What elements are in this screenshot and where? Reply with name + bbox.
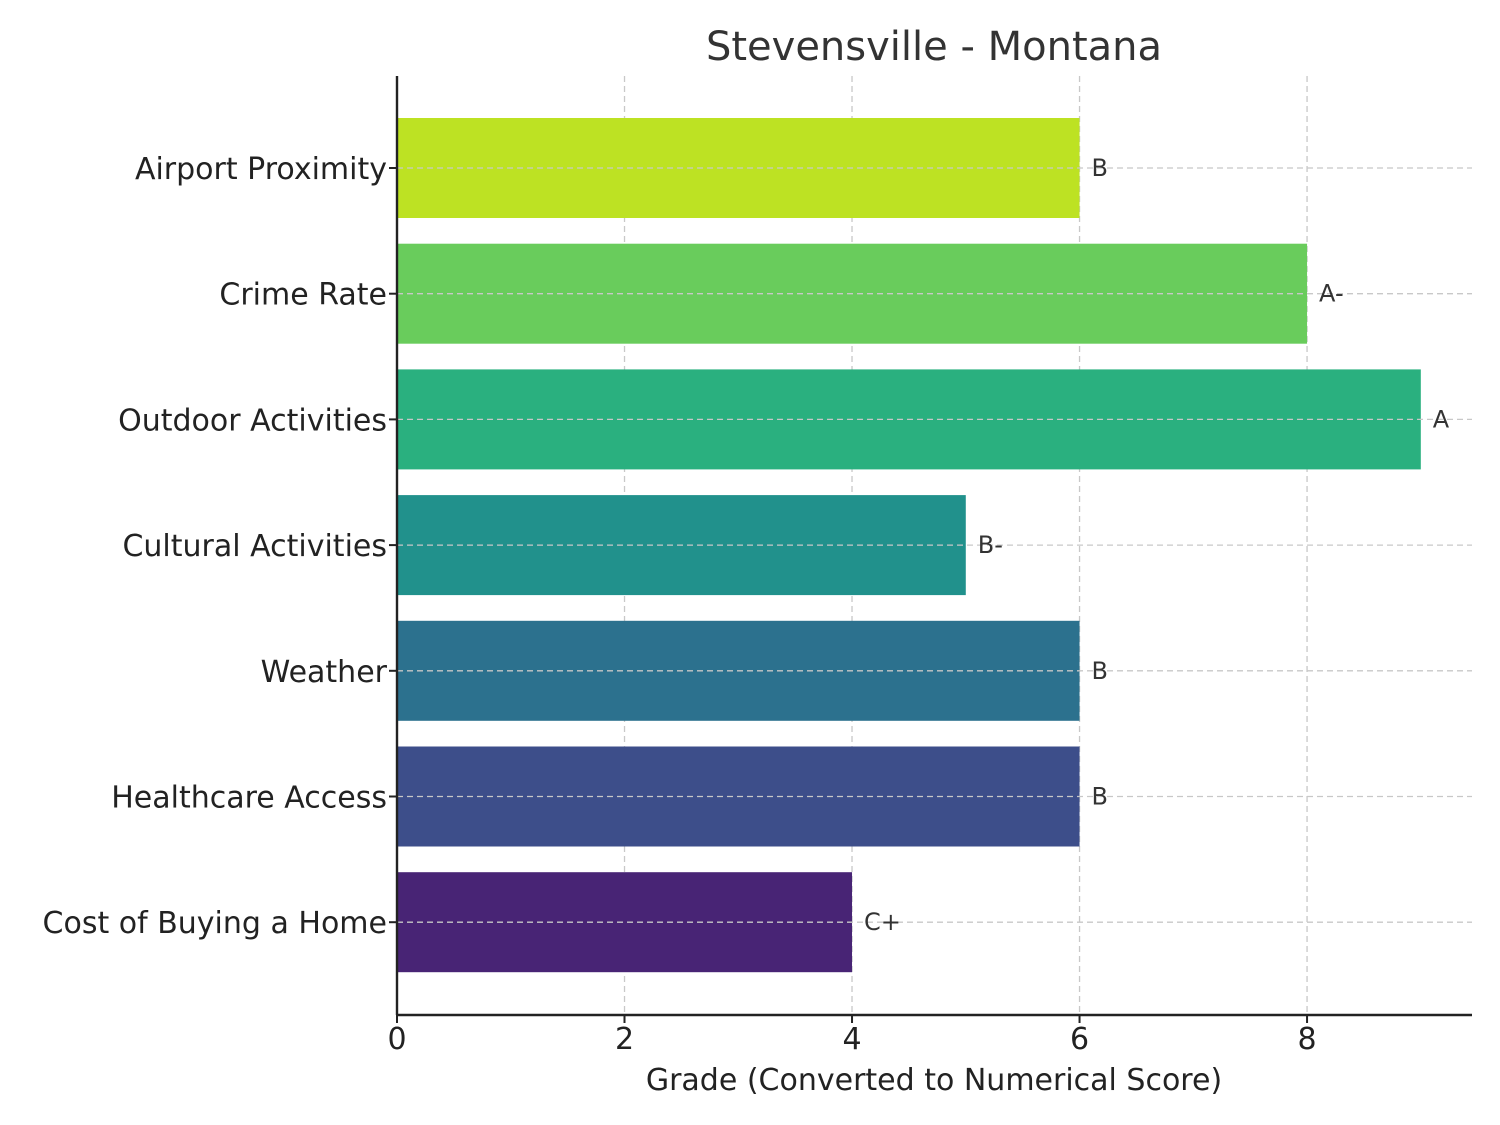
category-grid bbox=[397, 167, 1472, 923]
data-labels: B A- A B- B B C+ bbox=[864, 154, 1450, 936]
category-label: Weather bbox=[261, 655, 388, 690]
x-tick-label: 2 bbox=[615, 1022, 634, 1057]
bar-grade-label: B- bbox=[978, 531, 1003, 559]
x-axis-title: Grade (Converted to Numerical Score) bbox=[646, 1063, 1222, 1098]
category-label: Cost of Buying a Home bbox=[43, 906, 387, 941]
bar-grade-label: C+ bbox=[864, 908, 901, 936]
bar-grade-label: B bbox=[1092, 783, 1108, 811]
x-axis-ticks: 0 2 4 6 8 bbox=[387, 1015, 1317, 1057]
category-label: Cultural Activities bbox=[122, 529, 387, 564]
x-tick-label: 8 bbox=[1298, 1022, 1317, 1057]
category-label: Outdoor Activities bbox=[118, 403, 387, 438]
bar bbox=[397, 872, 853, 973]
category-label: Crime Rate bbox=[219, 278, 387, 313]
bar-grade-label: B bbox=[1092, 657, 1108, 685]
category-label: Healthcare Access bbox=[111, 781, 387, 816]
bar-grade-label: A- bbox=[1319, 280, 1344, 308]
bar-grade-label: B bbox=[1092, 154, 1108, 182]
chart-title: Stevensville - Montana bbox=[706, 24, 1162, 70]
x-tick-label: 6 bbox=[1070, 1022, 1089, 1057]
x-tick-label: 0 bbox=[387, 1022, 406, 1057]
bar-grade-label: A bbox=[1433, 405, 1450, 433]
grid bbox=[623, 76, 1308, 1015]
category-label: Airport Proximity bbox=[135, 152, 387, 187]
x-tick-label: 4 bbox=[842, 1022, 861, 1057]
y-axis-categories: Airport Proximity Crime Rate Outdoor Activ… bbox=[43, 152, 397, 941]
